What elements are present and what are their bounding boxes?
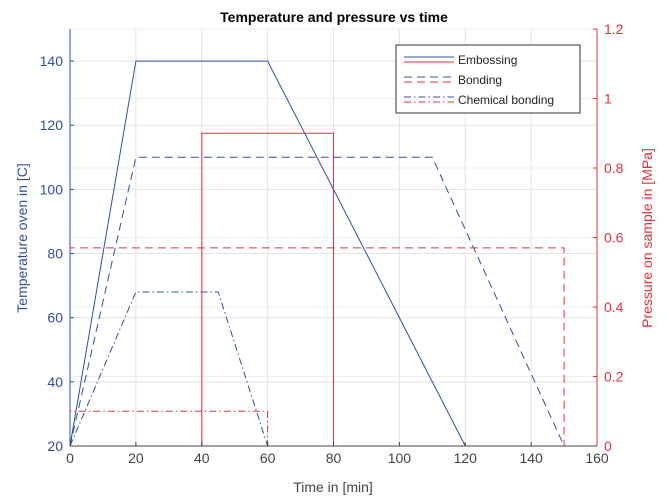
legend-item-label: Bonding bbox=[458, 73, 502, 87]
y-left-tick-label: 60 bbox=[47, 310, 63, 326]
legend-box bbox=[395, 44, 581, 114]
y-axis-left-label: Temperature oven in [C] bbox=[14, 163, 30, 312]
y-right-tick-label: 0 bbox=[604, 438, 612, 454]
axes: 0 20 40 60 80 100 120 140 1602040608010012014000… bbox=[40, 21, 624, 466]
x-axis-label: Time in [min] bbox=[293, 479, 373, 495]
legend: Embossing Bonding Chemical bonding bbox=[395, 44, 581, 114]
y-left-tick-label: 140 bbox=[40, 53, 64, 69]
y-axis-right-label: Pressure on sample in [MPa] bbox=[639, 148, 655, 328]
series-line-temperature-chemical-bonding bbox=[69, 291, 269, 447]
x-tick-label: 20 bbox=[128, 450, 144, 466]
y-left-tick-label: 40 bbox=[47, 374, 63, 390]
x-tick-label: 60 bbox=[260, 450, 276, 466]
y-left-tick-label: 80 bbox=[47, 246, 63, 262]
x-tick-label: 140 bbox=[519, 450, 543, 466]
y-left-tick-label: 20 bbox=[47, 438, 63, 454]
y-right-tick-label: 0.4 bbox=[604, 299, 624, 315]
x-tick-label: 0 bbox=[66, 450, 74, 466]
x-tick-label: 100 bbox=[388, 450, 412, 466]
legend-item-label: Chemical bonding bbox=[458, 93, 554, 107]
series-line-temperature-bonding bbox=[69, 156, 565, 447]
legend-item-label: Embossing bbox=[458, 53, 517, 67]
series-line-pressure-bonding bbox=[69, 247, 565, 446]
y-right-tick-label: 1 bbox=[604, 91, 612, 107]
y-right-tick-label: 1.2 bbox=[604, 21, 624, 37]
y-left-tick-label: 120 bbox=[40, 117, 64, 133]
y-right-tick-label: 0.8 bbox=[604, 160, 624, 176]
series-layer bbox=[69, 60, 565, 447]
y-left-tick-label: 100 bbox=[40, 181, 64, 197]
x-tick-label: 160 bbox=[585, 450, 609, 466]
y-right-tick-label: 0.6 bbox=[604, 230, 624, 246]
y-right-tick-label: 0.2 bbox=[604, 369, 624, 385]
series-line-temperature-embossing bbox=[69, 60, 466, 447]
x-tick-label: 120 bbox=[454, 450, 478, 466]
x-tick-label: 40 bbox=[194, 450, 210, 466]
chart-title: Temperature and pressure vs time bbox=[220, 9, 448, 25]
x-tick-label: 80 bbox=[326, 450, 342, 466]
